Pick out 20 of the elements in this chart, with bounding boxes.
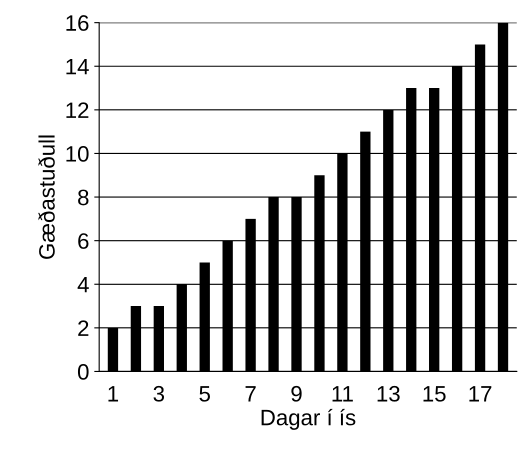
y-tick-label: 8 [78, 190, 88, 206]
y-axis-title: Gæðastuðull [38, 136, 55, 259]
y-tick-label: 12 [66, 102, 88, 118]
y-tick-label: 2 [78, 320, 88, 336]
x-tick-label: 5 [199, 386, 210, 402]
y-tick-label: 16 [66, 15, 88, 31]
x-tick-label: 11 [332, 386, 353, 402]
x-axis-title: Dagar í ís [262, 408, 356, 430]
y-tick-label: 6 [78, 233, 88, 249]
x-tick-label: 3 [154, 386, 164, 402]
y-tick-label: 0 [78, 364, 89, 380]
y-tick-label: 14 [66, 59, 89, 74]
x-tick-label: 1 [108, 386, 118, 402]
x-tick-label: 13 [378, 386, 400, 402]
x-tick-label: 17 [469, 386, 492, 402]
x-tick-label: 15 [424, 386, 446, 402]
x-tick-label: 9 [291, 386, 302, 402]
y-tick-label: 4 [78, 277, 89, 292]
y-tick-label: 10 [66, 146, 89, 162]
x-tick-label: 7 [246, 386, 256, 402]
